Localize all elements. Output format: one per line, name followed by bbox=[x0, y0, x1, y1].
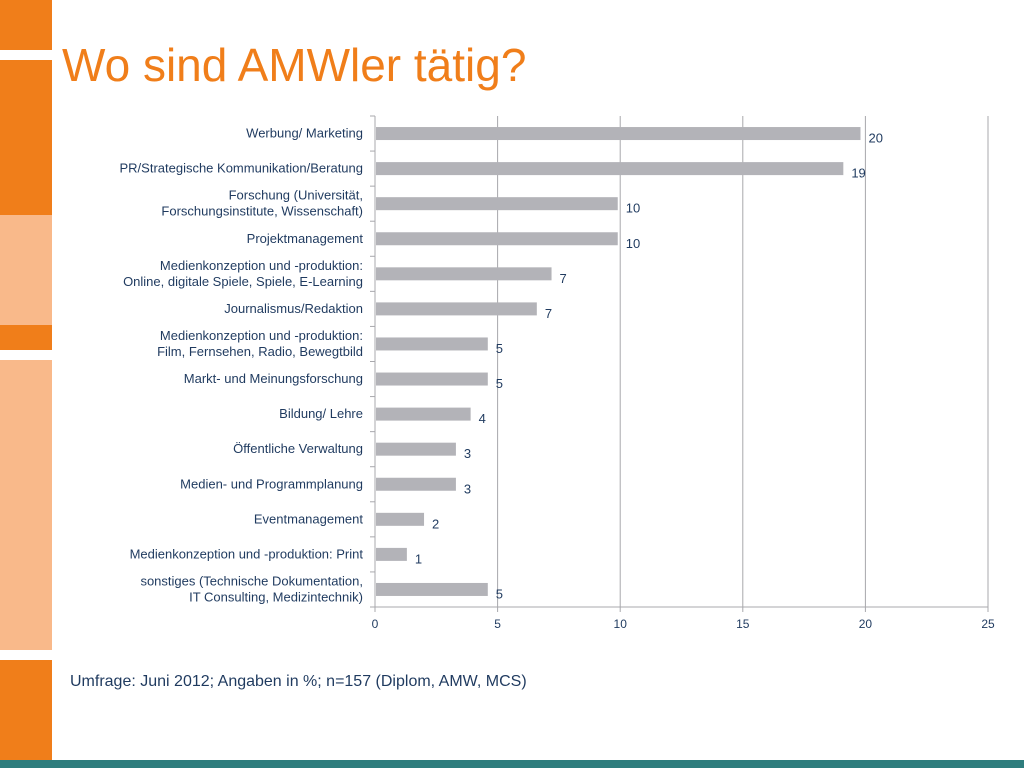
left-accent-bar bbox=[0, 0, 52, 768]
category-label: Medienkonzeption und -produktion: Print bbox=[130, 546, 364, 561]
category-label: Medien- und Programmplanung bbox=[180, 476, 363, 491]
category-label: Projektmanagement bbox=[247, 231, 364, 246]
bar bbox=[376, 337, 488, 351]
x-tick-label: 15 bbox=[736, 617, 750, 631]
bar bbox=[376, 267, 552, 281]
accent-segment bbox=[0, 360, 52, 650]
bar bbox=[376, 442, 456, 456]
data-label: 1 bbox=[415, 551, 422, 566]
slide-title: Wo sind AMWler tätig? bbox=[62, 39, 527, 91]
category-label: PR/Strategische Kommunikation/Beratung bbox=[119, 161, 363, 176]
data-label: 19 bbox=[851, 166, 865, 181]
x-tick-label: 5 bbox=[494, 617, 501, 631]
data-label: 7 bbox=[545, 306, 552, 321]
data-label: 10 bbox=[626, 201, 640, 216]
data-label: 7 bbox=[560, 271, 567, 286]
category-label: Markt- und Meinungsforschung bbox=[184, 371, 363, 386]
bar bbox=[376, 162, 844, 176]
bar bbox=[376, 477, 456, 491]
bar bbox=[376, 127, 861, 141]
data-label: 3 bbox=[464, 481, 471, 496]
category-label: IT Consulting, Medizintechnik) bbox=[189, 589, 363, 604]
category-label: Medienkonzeption und -produktion: bbox=[160, 328, 363, 343]
accent-segment bbox=[0, 215, 52, 325]
category-label: Eventmanagement bbox=[254, 511, 364, 526]
accent-segment bbox=[0, 660, 52, 760]
accent-segment bbox=[0, 0, 52, 50]
category-label: Online, digitale Spiele, Spiele, E-Learn… bbox=[123, 274, 363, 289]
bar bbox=[376, 372, 488, 386]
category-label: Bildung/ Lehre bbox=[279, 406, 363, 421]
data-label: 10 bbox=[626, 236, 640, 251]
category-label: Film, Fernsehen, Radio, Bewegtbild bbox=[157, 344, 363, 359]
category-label: Forschung (Universität, bbox=[229, 188, 363, 203]
x-tick-label: 0 bbox=[372, 617, 379, 631]
bar bbox=[376, 512, 425, 526]
footer-bar bbox=[0, 760, 1024, 768]
data-label: 2 bbox=[432, 516, 439, 531]
bar bbox=[376, 547, 407, 561]
category-label: Medienkonzeption und -produktion: bbox=[160, 258, 363, 273]
data-label: 20 bbox=[868, 131, 882, 146]
bar bbox=[376, 302, 537, 316]
data-label: 5 bbox=[496, 376, 503, 391]
category-label: Forschungsinstitute, Wissenschaft) bbox=[161, 204, 363, 219]
bar bbox=[376, 582, 488, 596]
category-label: sonstiges (Technische Dokumentation, bbox=[140, 573, 363, 588]
data-label: 3 bbox=[464, 446, 471, 461]
category-label: Öffentliche Verwaltung bbox=[233, 441, 363, 456]
data-label: 5 bbox=[496, 586, 503, 601]
accent-segment bbox=[0, 60, 52, 215]
category-label: Journalismus/Redaktion bbox=[224, 301, 363, 316]
x-tick-label: 10 bbox=[614, 617, 628, 631]
category-label: Werbung/ Marketing bbox=[246, 126, 363, 141]
bar bbox=[376, 407, 471, 421]
bar bbox=[376, 197, 618, 211]
accent-segment bbox=[0, 325, 52, 350]
bar bbox=[376, 232, 618, 246]
x-tick-label: 25 bbox=[981, 617, 995, 631]
data-label: 4 bbox=[479, 411, 486, 426]
data-label: 5 bbox=[496, 341, 503, 356]
x-tick-label: 20 bbox=[859, 617, 873, 631]
slide-footnote: Umfrage: Juni 2012; Angaben in %; n=157 … bbox=[70, 673, 527, 690]
